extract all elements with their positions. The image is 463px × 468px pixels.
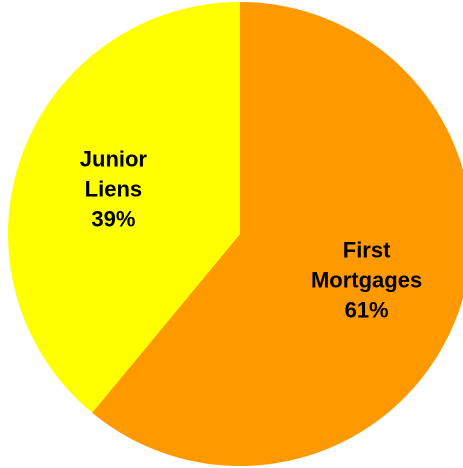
pie-slice-label-line: First [343, 238, 391, 263]
pie-slice-1 [7, 2, 240, 413]
pie-slice-label-line: Junior [80, 146, 148, 171]
pie-slice-label-line: 39% [91, 206, 135, 231]
pie-slice-label-line: Mortgages [311, 268, 422, 293]
pie-slice-0 [92, 2, 463, 466]
pie-slice-label-0: First Mortgages 61% [311, 238, 422, 323]
pie-slice-label-line: 61% [345, 298, 389, 323]
pie-slice-label-line: Liens [85, 176, 142, 201]
pie-slice-label-1: Junior Liens 39% [80, 146, 148, 231]
